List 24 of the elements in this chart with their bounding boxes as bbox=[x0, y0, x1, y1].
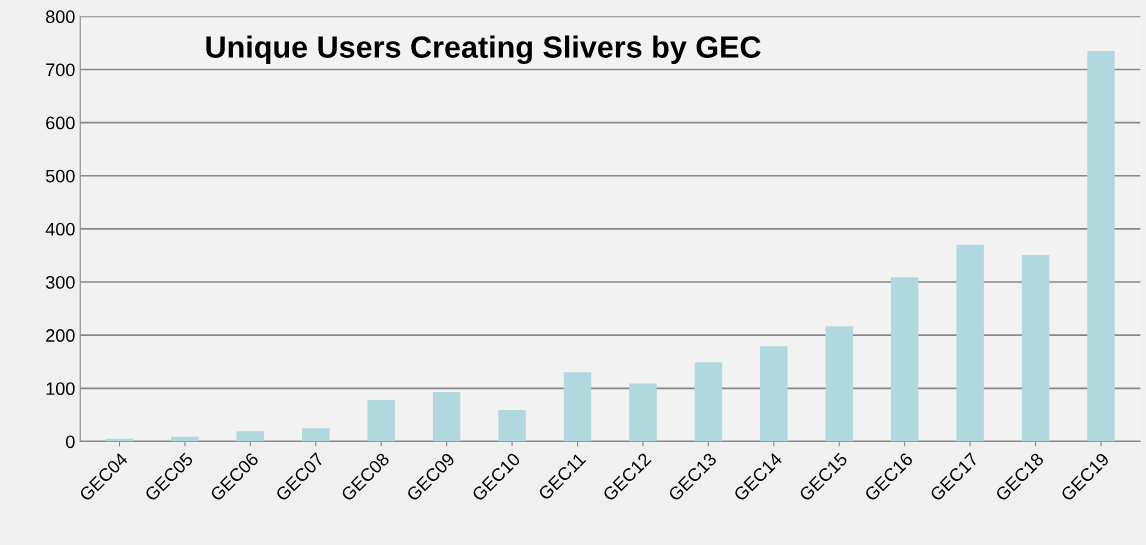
bar bbox=[825, 326, 854, 442]
y-tick-label: 700 bbox=[46, 63, 75, 77]
y-tick-label: 800 bbox=[46, 10, 75, 24]
y-tick-label: 400 bbox=[45, 222, 75, 236]
bar bbox=[302, 428, 330, 442]
y-tick-label: 500 bbox=[45, 169, 75, 183]
y-tick-label: 200 bbox=[46, 329, 75, 342]
y-tick-label: 0 bbox=[66, 435, 75, 449]
bar bbox=[498, 410, 526, 442]
y-tick-label: 600 bbox=[46, 116, 75, 130]
bar bbox=[956, 244, 984, 442]
bar bbox=[563, 372, 592, 442]
bar bbox=[432, 392, 461, 442]
bar bbox=[890, 277, 919, 442]
bar bbox=[236, 431, 265, 442]
y-tick-label: 300 bbox=[45, 275, 75, 289]
text: Unique Users Creating Slivers by GEC bbox=[206, 35, 761, 65]
bar bbox=[1087, 50, 1115, 442]
bar bbox=[694, 362, 723, 442]
bar bbox=[1021, 254, 1050, 442]
y-tick-label: 100 bbox=[46, 382, 75, 396]
bar bbox=[760, 346, 788, 442]
bar bbox=[367, 400, 395, 442]
bar bbox=[629, 383, 657, 442]
